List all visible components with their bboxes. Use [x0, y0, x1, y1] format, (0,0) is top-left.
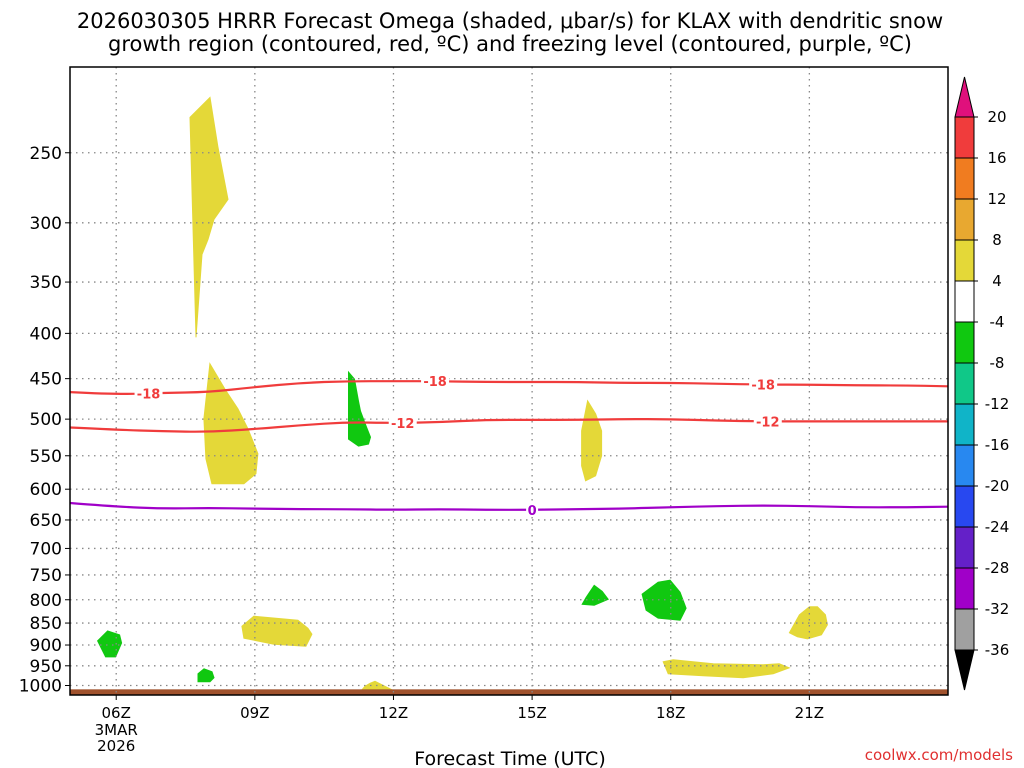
y-tick-label: 850: [30, 614, 62, 634]
colorbar-label: 4: [992, 272, 1002, 290]
colorbar-swatch: [954, 362, 975, 405]
contour-label: -18: [137, 387, 161, 402]
contour-label-bg: [749, 376, 778, 392]
y-tick-label: 350: [30, 273, 62, 293]
y-tick-label: 700: [30, 539, 62, 559]
y-tick-label: 950: [30, 657, 62, 677]
omega-region: [189, 96, 229, 338]
y-tick-label: 900: [30, 636, 62, 656]
colorbar-swatch: [954, 444, 975, 487]
x-tick-label: 15Z: [517, 704, 546, 722]
colorbar: 20 16 12 8 4 -4 -8 -12 -16 -20 -24 -28 -32 -36: [954, 76, 1010, 691]
colorbar-swatch: [954, 403, 975, 446]
colorbar-label: -24: [985, 518, 1010, 536]
colorbar-label: 16: [987, 149, 1006, 167]
contour-layer: -18 -18 -18 -12 -12 0: [70, 373, 948, 519]
colorbar-over-arrow: [954, 76, 975, 118]
omega-shading-layer: [96, 96, 828, 694]
y-tick-label: 300: [30, 214, 62, 234]
colorbar-label: 8: [992, 231, 1002, 249]
colorbar-swatch: [954, 526, 975, 569]
y-tick-label: 600: [30, 480, 62, 500]
y-tick-label: 1000: [19, 677, 62, 697]
colorbar-swatch: [954, 321, 975, 364]
colorbar-label: -36: [985, 641, 1010, 659]
x-tick-label: 06Z: [102, 704, 131, 722]
x-tick-label: 21Z: [795, 704, 824, 722]
omega-region: [662, 659, 791, 679]
contour-label: -18: [423, 375, 447, 390]
x-tick-label: 18Z: [656, 704, 685, 722]
contour-line: [70, 380, 948, 395]
contour-label-bg: [421, 373, 450, 389]
omega-region: [203, 362, 259, 485]
x-axis-label: Forecast Time (UTC): [414, 748, 605, 768]
credit-text: coolwx.com/models: [865, 746, 1013, 764]
omega-region: [96, 630, 123, 658]
y-tick-label: 500: [30, 410, 62, 430]
y-tick-label: 800: [30, 591, 62, 611]
contour-label-bg: [526, 501, 539, 517]
x-tick-year: 2026: [97, 737, 135, 755]
contour-label: -12: [756, 415, 780, 430]
grid-layer: [70, 67, 948, 695]
contour-label-bg: [134, 385, 163, 401]
omega-region: [581, 584, 609, 606]
y-tick-label: 250: [30, 144, 62, 164]
plot-frame: [69, 66, 949, 696]
contour-label: -18: [751, 379, 775, 394]
x-tick-label: 12Z: [379, 704, 408, 722]
colorbar-label: -4: [990, 313, 1005, 331]
colorbar-swatch: [954, 157, 975, 200]
y-tick-label: 650: [30, 511, 62, 531]
colorbar-under-arrow: [954, 649, 975, 691]
y-axis: 2503003504004505005506006507007508008509…: [19, 144, 70, 697]
colorbar-label: -8: [990, 354, 1005, 372]
ground-surface: [70, 689, 948, 695]
colorbar-swatch: [954, 608, 975, 651]
x-tick-label: 09Z: [240, 704, 269, 722]
colorbar-swatch: [954, 485, 975, 528]
colorbar-swatch: [954, 198, 975, 241]
omega-region: [197, 668, 215, 683]
colorbar-swatch: [954, 280, 975, 323]
x-tick-date: 3MAR: [95, 721, 138, 739]
contour-line: [70, 501, 948, 511]
colorbar-label: -32: [985, 600, 1010, 618]
y-tick-label: 750: [30, 566, 62, 586]
contour-label: 0: [528, 504, 537, 519]
colorbar-label: -12: [985, 395, 1010, 413]
colorbar-swatch: [954, 116, 975, 159]
ground-layer: [70, 689, 948, 695]
omega-region: [581, 399, 603, 482]
y-tick-label: 450: [30, 370, 62, 390]
y-tick-label: 400: [30, 324, 62, 344]
colorbar-swatch: [954, 567, 975, 610]
omega-region: [348, 370, 372, 447]
contour-label-bg: [753, 413, 782, 429]
y-tick-label: 550: [30, 447, 62, 467]
colorbar-swatch: [954, 239, 975, 282]
omega-region: [241, 615, 313, 647]
contour-label-bg: [388, 414, 417, 430]
colorbar-label: -16: [985, 436, 1010, 454]
chart-title-line1: 2026030305 HRRR Forecast Omega (shaded, …: [77, 9, 943, 33]
contour-line: [70, 417, 948, 433]
colorbar-label: -20: [985, 477, 1010, 495]
contour-label: -12: [391, 417, 415, 432]
colorbar-label: -28: [985, 559, 1010, 577]
colorbar-label: 12: [987, 190, 1006, 208]
chart-title-line2: growth region (contoured, red, ºC) and f…: [108, 32, 912, 56]
colorbar-label: 20: [987, 108, 1006, 126]
